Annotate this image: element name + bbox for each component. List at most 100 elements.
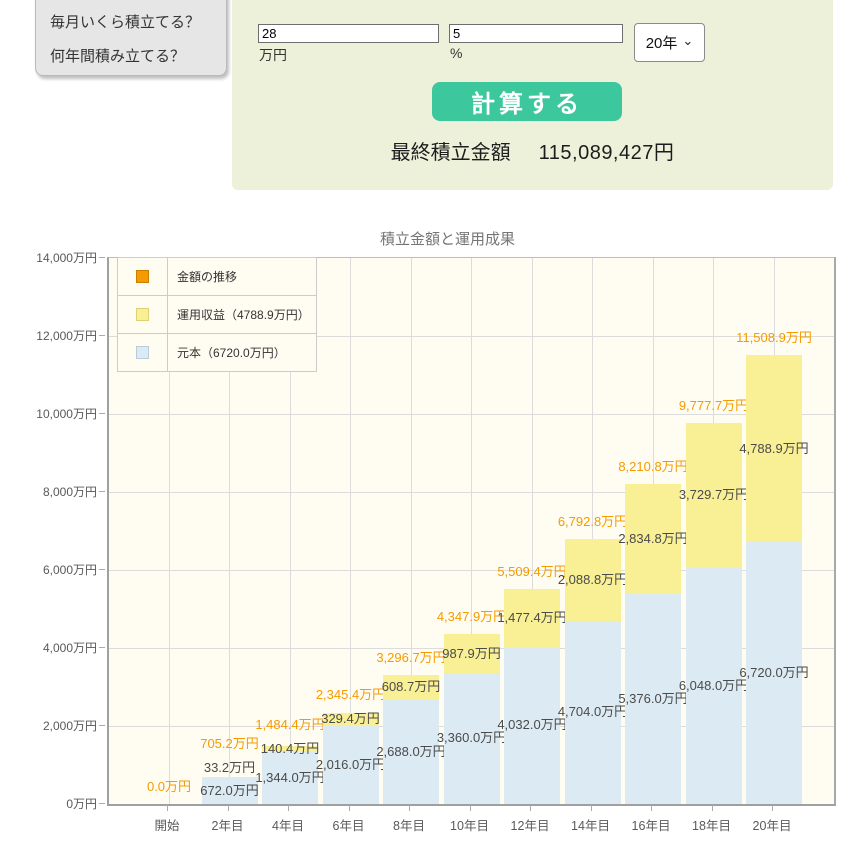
x-axis-tick (772, 805, 773, 811)
y-axis-tick (99, 647, 105, 648)
bar-segment-profit (685, 422, 742, 569)
x-axis-label: 12年目 (510, 819, 550, 833)
plot-area: 0.0万円 672.0万円 33.2万円 705.2万円 1,344.0万円 140.4万… (107, 257, 836, 806)
x-axis-tick (590, 805, 592, 811)
x-axis-tick (227, 805, 229, 811)
x-gridline (471, 258, 472, 804)
bar-segment-principal (504, 646, 560, 804)
y-axis-label: 4,000万円 (42, 641, 97, 655)
bar-segment-profit (746, 355, 802, 542)
years-select[interactable]: 20年 ⌄ (634, 23, 705, 62)
bar-segment-profit (625, 483, 681, 595)
x-axis-tick (409, 805, 410, 811)
x-gridline (531, 258, 533, 804)
x-gridline (289, 258, 291, 804)
x-axis-label: 18年目 (692, 819, 731, 833)
x-axis-label: 16年目 (631, 819, 671, 833)
x-axis-label: 2年目 (211, 819, 244, 833)
bar-segment-principal (383, 699, 439, 804)
x-axis-label: 8年目 (393, 819, 425, 833)
bar-segment-profit (443, 634, 500, 673)
bar-segment-principal (564, 620, 621, 804)
y-axis-label: 0万円 (66, 797, 97, 811)
profit-value-label: 33.2万円 (203, 759, 256, 775)
principal-value-label: 2,016.0万円 (315, 756, 386, 772)
profit-value-label: 608.7万円 (381, 679, 441, 695)
total-value-label: 4,347.9万円 (436, 609, 507, 625)
principal-value-label: 3,360.0万円 (436, 730, 507, 746)
profit-value-label: 4,788.9万円 (739, 440, 809, 456)
total-value-label: 2,345.4万円 (315, 686, 386, 702)
legend-swatch-cell (118, 334, 168, 371)
y-axis-label: 8,000万円 (42, 485, 97, 499)
y-axis-tick (99, 569, 105, 570)
sidebar-item-years[interactable]: 何年間積み立てる？ (50, 48, 186, 65)
x-axis-label: 6年目 (332, 819, 365, 833)
legend-label: 運用収益（4788.9万円） (177, 308, 310, 322)
annual-rate-input[interactable] (449, 24, 623, 43)
total-value-label: 11,508.9万円 (736, 330, 812, 346)
total-value-label: 705.2万円 (200, 735, 259, 751)
sidebar: 毎月いくら積立てる？ 何年間積み立てる？ (35, 0, 227, 76)
x-axis-tick (348, 805, 350, 811)
bar-segment-principal (685, 568, 742, 804)
total-value-label: 0.0万円 (146, 779, 192, 794)
profit-value-label: 2,088.8万円 (557, 571, 628, 587)
profit-value-label: 329.4万円 (321, 710, 380, 726)
total-value-label: 9,777.7万円 (678, 397, 749, 413)
years-select-value: 20年 (645, 35, 678, 52)
profit-value-label: 2,834.8万円 (618, 531, 688, 547)
x-axis-label: 20年目 (752, 819, 792, 833)
chart-title: 積立金額と運用成果 (379, 231, 515, 248)
monthly-amount-input[interactable] (258, 24, 439, 43)
y-axis-label: 6,000万円 (42, 563, 97, 577)
principal-value-label: 6,720.0万円 (739, 664, 809, 680)
x-gridline (168, 258, 170, 804)
chart: 積立金額と運用成果 0.0万円 672.0万円 33.2万円 705.2万円 1,344… (35, 220, 836, 846)
result-value: 115,089,427円 (538, 142, 675, 164)
bar-segment-principal (201, 777, 258, 804)
legend-swatch-cell (118, 258, 168, 295)
y-axis-tick (99, 413, 105, 414)
legend-swatch-cell (118, 296, 168, 333)
principal-value-label: 6,048.0万円 (678, 678, 749, 694)
legend-item-total[interactable]: 金額の推移 (118, 258, 316, 296)
monthly-amount-unit-label: 万円 (259, 47, 287, 63)
y-axis-label: 10,000万円 (36, 407, 97, 421)
x-gridline (229, 258, 230, 804)
legend-item-principal[interactable]: 元本（6720.0万円） (118, 334, 316, 371)
legend-item-profit[interactable]: 運用収益（4788.9万円） (118, 296, 316, 334)
calculate-button[interactable]: 計算する (432, 82, 622, 121)
x-gridline (350, 258, 351, 804)
y-axis-tick (99, 491, 105, 492)
bar-segment-principal (443, 672, 500, 804)
x-axis-label: 14年目 (571, 819, 610, 833)
chart-legend: 金額の推移 運用収益（4788.9万円） 元本（6720.0万円） (117, 257, 317, 372)
total-swatch-icon (136, 270, 149, 283)
profit-swatch-icon (136, 308, 149, 321)
y-axis-tick (99, 257, 105, 258)
annual-rate-unit-label: % (450, 45, 463, 61)
bar-segment-principal (262, 751, 318, 804)
x-axis-label: 4年目 (272, 819, 304, 833)
x-axis-label: 10年目 (450, 819, 489, 833)
sidebar-item-monthly-amount[interactable]: 毎月いくら積立てる？ (50, 14, 201, 31)
x-axis-tick (651, 805, 652, 811)
bar-segment-profit (201, 776, 258, 778)
principal-value-label: 2,688.0万円 (376, 743, 446, 759)
total-value-label: 3,296.7万円 (376, 650, 446, 666)
x-axis-tick (469, 805, 471, 811)
principal-value-label: 4,704.0万円 (557, 704, 628, 720)
bar-segment-profit (383, 675, 439, 700)
profit-value-label: 3,729.7万円 (678, 487, 749, 503)
y-axis-label: 14,000万円 (36, 251, 97, 265)
principal-value-label: 5,376.0万円 (618, 691, 688, 707)
total-value-label: 6,792.8万円 (557, 514, 628, 530)
x-gridline (410, 258, 412, 804)
principal-value-label: 1,344.0万円 (255, 769, 325, 785)
bar-segment-principal (746, 541, 802, 804)
x-axis-label: 開始 (154, 819, 180, 833)
y-axis-tick (99, 725, 105, 726)
x-axis-tick (167, 805, 168, 811)
